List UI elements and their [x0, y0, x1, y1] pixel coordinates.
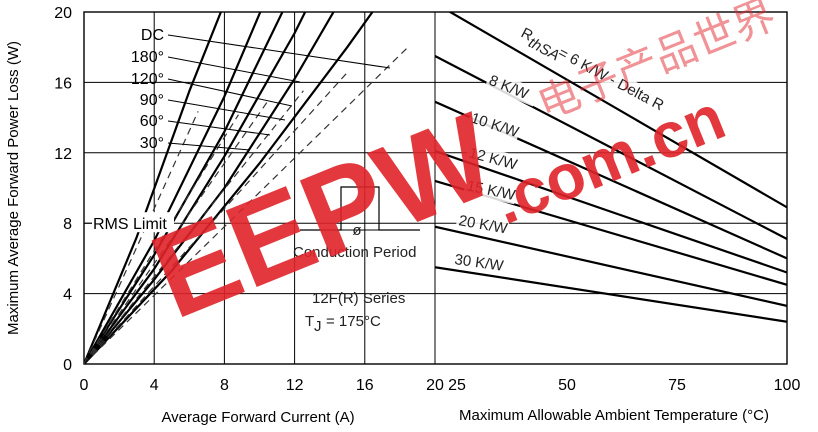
rms-dashed-line	[84, 100, 269, 364]
y-tick-label: 20	[54, 5, 72, 22]
rth-line	[447, 12, 787, 209]
left-x-tick-label: 12	[286, 377, 304, 394]
rth-label-bg	[465, 142, 520, 174]
series-line-120deg	[84, 12, 307, 364]
y-tick-label: 0	[63, 357, 72, 374]
junction-temp-label: T	[305, 313, 314, 330]
curve-label-60deg: 60°	[140, 113, 164, 130]
curve-label-120deg: 120°	[131, 71, 164, 88]
series-line-30deg	[84, 12, 223, 364]
watermark-logo: EEPW .com.cn 电子产品世界	[135, 0, 782, 344]
conduction-waveform-icon	[300, 186, 420, 231]
y-tick-label: 8	[63, 216, 72, 233]
curve-label-180deg: 180°	[131, 49, 164, 66]
rth-label-group: 30 K/W	[451, 249, 506, 275]
junction-temp-value: = 175°C	[326, 313, 381, 330]
plot-frame	[83, 11, 788, 365]
y-tick-label: 16	[54, 75, 72, 92]
y-axis-title: Maximum Average Forward Power Loss (W)	[5, 41, 22, 335]
curve-label-dc: DC	[141, 27, 164, 44]
curve-label-90deg: 90°	[140, 92, 164, 109]
left-x-tick-label: 4	[150, 377, 159, 394]
right-x-tick-label: 25	[448, 377, 466, 394]
left-series-group	[84, 12, 410, 364]
rth-label-8: 8 K/W	[487, 72, 532, 103]
junction-temp-subscript: J	[314, 318, 322, 335]
y-tick-label: 4	[63, 287, 72, 304]
curve-leader-line	[167, 120, 271, 136]
left-x-tick-label: 20	[426, 377, 444, 394]
rms-label-bg	[92, 212, 174, 233]
right-x-tick-label: 100	[774, 377, 801, 394]
rth-label-bg	[451, 249, 506, 275]
rth-label-bg	[466, 108, 522, 142]
curve-leader-line	[167, 78, 293, 107]
conduction-period-label: Conduction Period	[293, 244, 416, 261]
right-x-axis-title: Maximum Allowable Ambient Temperature (°…	[459, 407, 769, 424]
series-line-180deg	[84, 12, 335, 364]
y-tick-label: 12	[54, 146, 72, 163]
curve-leader-line	[167, 99, 286, 121]
rth-line	[435, 266, 787, 323]
rth-label-bg	[455, 210, 510, 238]
rth-label-bg	[516, 22, 680, 121]
phi-symbol: ø	[352, 222, 361, 239]
rth-line	[435, 225, 787, 307]
rth-label-30: 30 K/W	[453, 251, 505, 275]
curve-leader-line	[167, 142, 251, 151]
left-x-tick-label: 8	[220, 377, 229, 394]
series-line-60deg	[84, 12, 262, 364]
right-x-tick-label: 50	[558, 377, 576, 394]
curve-leader-line	[167, 34, 391, 69]
rms-dashed-line	[84, 72, 348, 364]
rms-dashed-line	[84, 111, 199, 364]
rth-label-bg	[463, 175, 518, 205]
annotations: DC 180° 120° 90° 60° 30° RMS Limit ø Conduction …	[84, 22, 680, 335]
series-line-dc	[84, 12, 374, 364]
rms-limit-label: RMS Limit	[93, 216, 167, 233]
curve-label-30deg: 30°	[140, 135, 164, 152]
right-x-tick-label: 75	[668, 377, 686, 394]
left-x-tick-label: 16	[356, 377, 374, 394]
rms-dashed-line	[84, 90, 304, 364]
rth-label-bg	[484, 70, 540, 107]
rms-dashed-line	[84, 114, 239, 364]
left-x-tick-label: 0	[80, 377, 89, 394]
rth-line	[435, 150, 787, 274]
rms-dashed-line	[84, 46, 410, 364]
left-x-axis-title: Average Forward Current (A)	[161, 409, 354, 426]
series-line-90deg	[84, 12, 284, 364]
curve-leader-line	[167, 56, 301, 83]
device-series-label: 12F(R) Series	[312, 290, 405, 307]
